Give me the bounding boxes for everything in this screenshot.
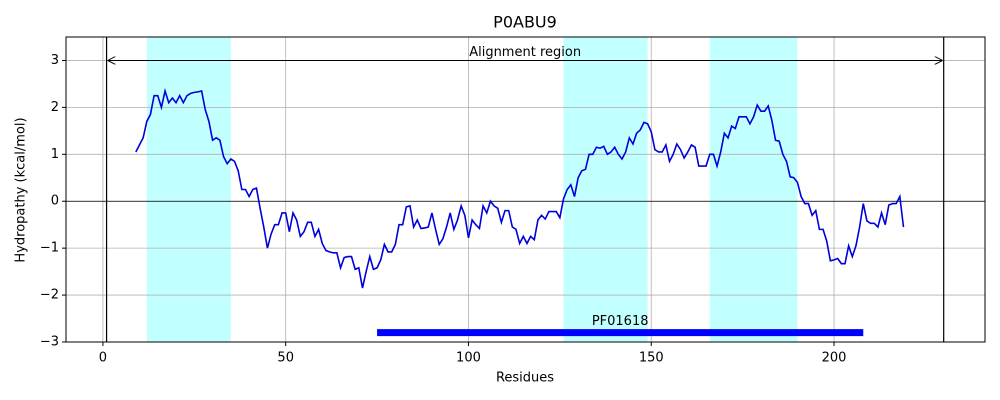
domain-bar xyxy=(377,329,864,337)
y-tick-label: −1 xyxy=(40,241,59,256)
y-tick-label: 3 xyxy=(51,53,59,68)
y-tick-label: −3 xyxy=(40,335,59,350)
domain-label: PF01618 xyxy=(592,314,649,329)
y-tick-label: −2 xyxy=(40,288,59,303)
shaded-region xyxy=(563,37,648,342)
x-tick-label: 0 xyxy=(99,351,107,366)
shaded-region xyxy=(709,37,798,342)
x-tick-label: 50 xyxy=(277,351,294,366)
x-tick-label: 200 xyxy=(822,351,847,366)
alignment-label: Alignment region xyxy=(469,45,581,60)
y-tick-label: 0 xyxy=(51,194,59,209)
chart-title: P0ABU9 xyxy=(493,13,557,32)
x-axis-label: Residues xyxy=(496,371,554,386)
x-tick-label: 150 xyxy=(639,351,664,366)
x-tick-label: 100 xyxy=(456,351,481,366)
hydropathy-line xyxy=(135,87,905,289)
y-tick-label: 1 xyxy=(51,147,59,162)
y-tick-label: 2 xyxy=(51,100,59,115)
plot-frame xyxy=(65,36,986,343)
shaded-region xyxy=(146,37,231,342)
y-axis-label: Hydropathy (kcal/mol) xyxy=(14,117,29,262)
